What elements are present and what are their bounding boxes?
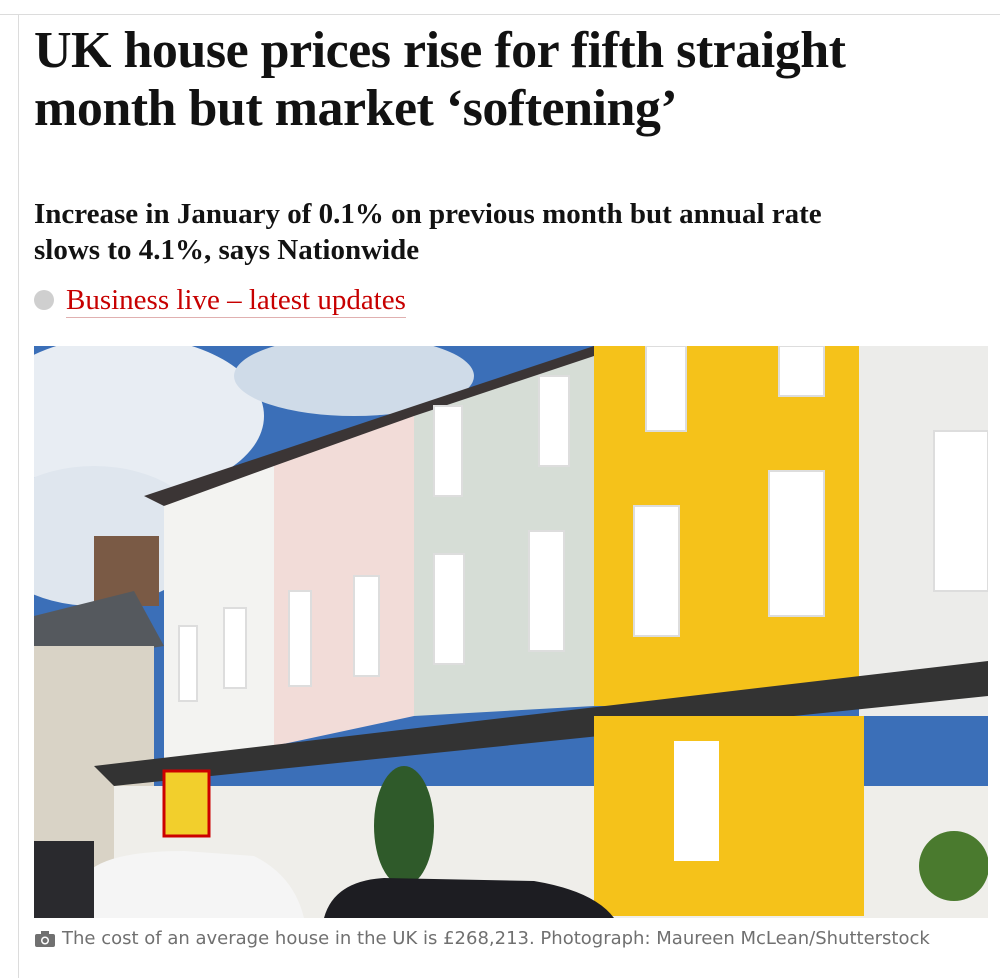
live-link[interactable]: Business live – latest updates	[66, 283, 406, 318]
headline: UK house prices rise for fifth straight …	[34, 22, 846, 137]
caption-text: The cost of an average house in the UK i…	[62, 928, 930, 949]
photo	[34, 346, 988, 918]
divider	[18, 14, 19, 978]
live-dot	[34, 290, 54, 310]
camera-icon	[35, 930, 55, 947]
caption: The cost of an average house in the UK i…	[34, 928, 930, 949]
standfirst: Increase in January of 0.1% on previous …	[34, 198, 822, 266]
live-link-row: Business live – latest updates	[34, 280, 406, 320]
divider	[0, 14, 1000, 15]
